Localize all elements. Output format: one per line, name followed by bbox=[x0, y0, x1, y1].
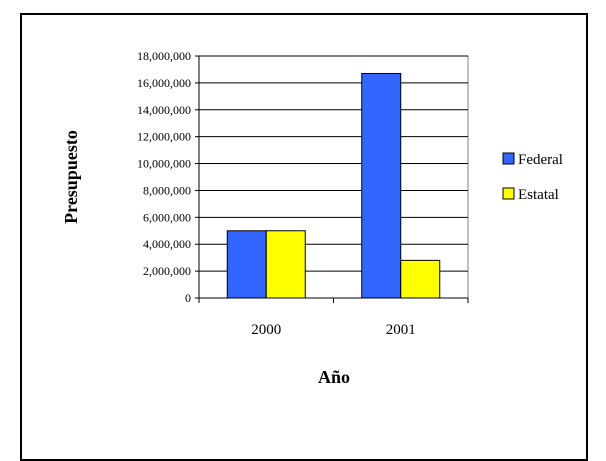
x-tick-label: 2001 bbox=[386, 322, 416, 338]
legend-swatch-federal bbox=[502, 152, 515, 165]
y-tick-label: 16,000,000 bbox=[137, 76, 191, 90]
y-tick-label: 14,000,000 bbox=[137, 103, 191, 117]
y-axis-ticks: 0 2,000,000 4,000,000 6,000,000 8,000,000 10,… bbox=[137, 49, 199, 305]
y-tick-label: 6,000,000 bbox=[143, 210, 191, 224]
y-tick-label: 2,000,000 bbox=[143, 264, 191, 278]
bars bbox=[226, 72, 441, 299]
y-tick-label: 10,000,000 bbox=[137, 157, 191, 171]
y-axis-title: Presupuesto bbox=[61, 130, 81, 224]
x-axis-title: Año bbox=[318, 367, 350, 387]
y-tick-label: 12,000,000 bbox=[137, 130, 191, 144]
y-tick-label: 8,000,000 bbox=[143, 183, 191, 197]
y-tick-label: 18,000,000 bbox=[137, 49, 191, 63]
bar-federal-2000 bbox=[226, 230, 267, 299]
legend-swatch-estatal bbox=[502, 187, 515, 200]
bar-estatal-2000 bbox=[265, 230, 306, 299]
legend-label-estatal: Estatal bbox=[518, 187, 559, 203]
legend: Federal Estatal bbox=[502, 152, 563, 203]
bar-federal-2001 bbox=[361, 72, 402, 299]
legend-label-federal: Federal bbox=[518, 152, 563, 168]
bar-estatal-2001 bbox=[400, 259, 441, 299]
y-tick-label: 0 bbox=[185, 291, 191, 305]
x-axis-ticks: 2000 2001 bbox=[198, 298, 469, 338]
x-tick-label: 2000 bbox=[251, 322, 281, 338]
y-tick-label: 4,000,000 bbox=[143, 237, 191, 251]
